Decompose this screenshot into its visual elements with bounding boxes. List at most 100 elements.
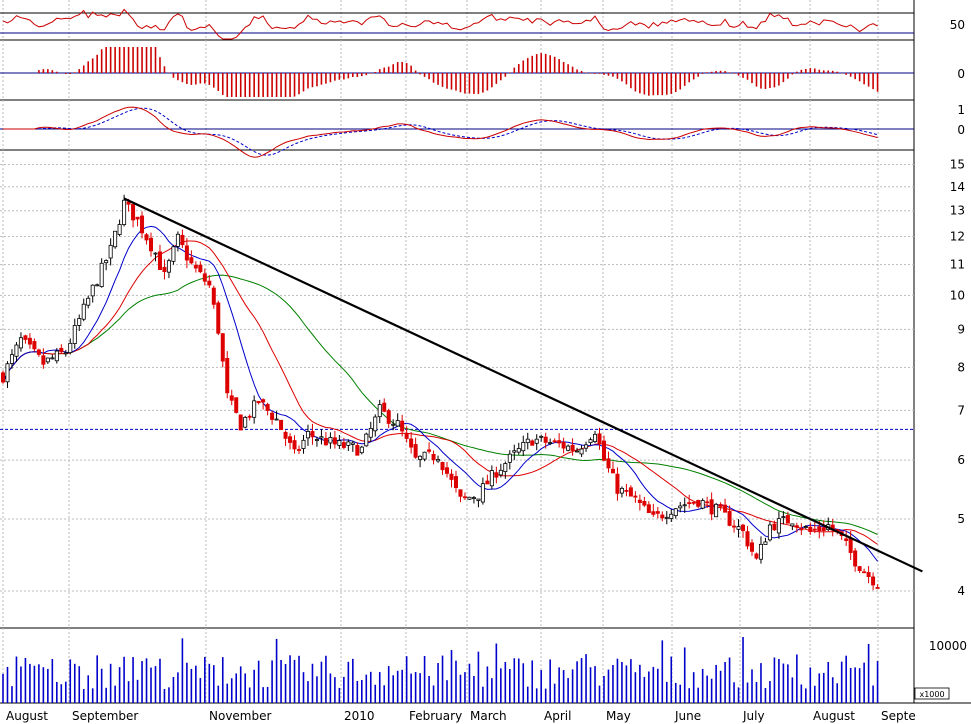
candle-body: [705, 501, 710, 504]
candle-body: [328, 437, 333, 444]
candle-body: [732, 525, 737, 528]
month-label: April: [544, 709, 571, 723]
macd-zero-label: 0: [957, 123, 965, 137]
candle-body: [59, 347, 64, 353]
price-tick-label: 10: [950, 288, 965, 302]
candle-body: [54, 350, 59, 362]
candle-body: [736, 526, 741, 530]
candle-body: [373, 416, 378, 432]
candle-body: [220, 333, 225, 362]
candle-body: [628, 487, 633, 497]
candle-body: [364, 433, 369, 447]
candle-body: [86, 297, 91, 306]
candle-body: [305, 431, 310, 439]
price-axis-labels: 4 5 6 7 8 9 10 11 12 13 14 15: [950, 158, 965, 598]
candle-body: [175, 233, 180, 247]
candle-body: [171, 246, 176, 262]
candle-body: [274, 418, 279, 421]
candle-body: [669, 513, 674, 519]
macd-line: [3, 106, 878, 158]
candle-body: [126, 201, 131, 205]
candle-body: [23, 335, 28, 340]
candle-body: [323, 438, 328, 446]
candle-body: [471, 497, 476, 499]
candle-body: [714, 503, 719, 518]
candle-body: [283, 431, 288, 439]
candle-body: [588, 439, 593, 444]
candle-body: [256, 400, 261, 404]
candle-body: [409, 438, 414, 448]
candle-body: [95, 284, 100, 287]
candle-body: [570, 444, 575, 451]
candle-body: [418, 455, 423, 460]
month-label: 2010: [344, 709, 375, 723]
price-tick-label: 15: [950, 158, 965, 172]
candle-body: [696, 500, 701, 507]
candle-body: [503, 463, 508, 472]
candle-body: [853, 550, 858, 567]
candle-body: [673, 508, 678, 517]
candle-body: [162, 266, 167, 273]
price-tick-label: 9: [957, 322, 965, 336]
candle-body: [377, 404, 382, 418]
candle-body: [494, 472, 499, 478]
candle-body: [507, 453, 512, 463]
candle-body: [122, 199, 127, 225]
candle-body: [785, 515, 790, 524]
volume-bars: [2, 637, 879, 703]
candle-body: [436, 459, 441, 462]
volume-unit-box: [914, 687, 950, 700]
candle-body: [637, 499, 642, 503]
candle-body: [709, 499, 714, 515]
trendline: [123, 197, 923, 573]
candle-body: [763, 541, 768, 545]
time-axis-labels: August September November 2010 February March…: [6, 709, 916, 723]
candle-body: [247, 415, 252, 418]
candle-body: [36, 349, 41, 355]
candle-body: [301, 439, 306, 449]
candle-body: [633, 495, 638, 498]
candle-body: [279, 419, 284, 431]
price-tick-label: 6: [957, 453, 965, 467]
candle-body: [548, 442, 553, 444]
oscillator-line: [2, 8, 878, 40]
price-tick-label: 11: [950, 258, 965, 272]
price-tick-label: 12: [950, 230, 965, 244]
volume-unit-label: x1000: [919, 690, 944, 699]
candle-body: [157, 251, 162, 271]
candle-body: [723, 504, 728, 513]
candle-body: [664, 516, 669, 519]
price-tick-label: 8: [957, 360, 965, 374]
candle-body: [476, 498, 481, 501]
candle-body: [404, 433, 409, 439]
candle-body: [90, 284, 95, 297]
candle-body: [803, 526, 808, 528]
candle-body: [355, 445, 360, 456]
moving-average-line: [2, 225, 878, 562]
candle-body: [202, 273, 207, 282]
candle-body: [292, 440, 297, 450]
candle-body: [341, 442, 346, 448]
candle-body: [50, 357, 55, 360]
candle-body: [606, 458, 611, 469]
candle-body: [781, 516, 786, 519]
candle-body: [808, 526, 813, 532]
candle-body: [498, 469, 503, 476]
candle-body: [521, 442, 526, 452]
candle-body: [489, 470, 494, 487]
candle-body: [584, 444, 589, 449]
candle-body: [678, 505, 683, 509]
candle-body: [319, 436, 324, 439]
candle-body: [682, 504, 687, 507]
candle-body: [207, 280, 212, 286]
candle-body: [332, 437, 337, 445]
candle-body: [557, 440, 562, 444]
candle-body: [81, 303, 86, 320]
candle-body: [812, 528, 817, 531]
candle-body: [525, 438, 530, 444]
candle-body: [597, 433, 602, 444]
month-label: September: [72, 709, 138, 723]
candle-body: [68, 342, 73, 354]
macd-signal-line: [3, 107, 878, 156]
candle-body: [453, 476, 458, 489]
